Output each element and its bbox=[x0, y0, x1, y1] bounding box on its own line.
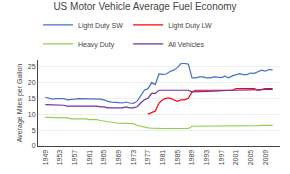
svg-text:All Vehicles: All Vehicles bbox=[168, 41, 204, 48]
svg-text:Heavy Duty: Heavy Duty bbox=[78, 41, 115, 49]
svg-text:0: 0 bbox=[32, 142, 36, 149]
svg-text:2001: 2001 bbox=[232, 150, 239, 166]
svg-text:1993: 1993 bbox=[203, 150, 210, 166]
svg-text:1965: 1965 bbox=[100, 150, 107, 166]
svg-text:5: 5 bbox=[32, 127, 36, 134]
svg-text:15: 15 bbox=[28, 95, 36, 102]
svg-text:2009: 2009 bbox=[262, 150, 269, 166]
svg-text:1981: 1981 bbox=[159, 150, 166, 166]
svg-text:2005: 2005 bbox=[247, 150, 254, 166]
svg-text:Light Duty SW: Light Duty SW bbox=[78, 22, 123, 30]
svg-text:1977: 1977 bbox=[144, 150, 151, 166]
svg-text:1997: 1997 bbox=[218, 150, 225, 166]
svg-text:US Motor Vehicle Average Fuel: US Motor Vehicle Average Fuel Economy bbox=[53, 1, 236, 12]
svg-text:Light Duty LW: Light Duty LW bbox=[168, 22, 212, 30]
svg-text:1961: 1961 bbox=[86, 150, 93, 166]
svg-text:10: 10 bbox=[28, 111, 36, 118]
svg-text:1973: 1973 bbox=[130, 150, 137, 166]
svg-text:1953: 1953 bbox=[56, 150, 63, 166]
svg-text:1969: 1969 bbox=[115, 150, 122, 166]
svg-text:1985: 1985 bbox=[174, 150, 181, 166]
svg-text:25: 25 bbox=[28, 63, 36, 70]
svg-text:Average Miles per Gallon: Average Miles per Gallon bbox=[16, 64, 24, 143]
svg-text:1949: 1949 bbox=[42, 150, 49, 166]
svg-text:1989: 1989 bbox=[188, 150, 195, 166]
svg-text:1957: 1957 bbox=[71, 150, 78, 166]
svg-text:20: 20 bbox=[28, 79, 36, 86]
